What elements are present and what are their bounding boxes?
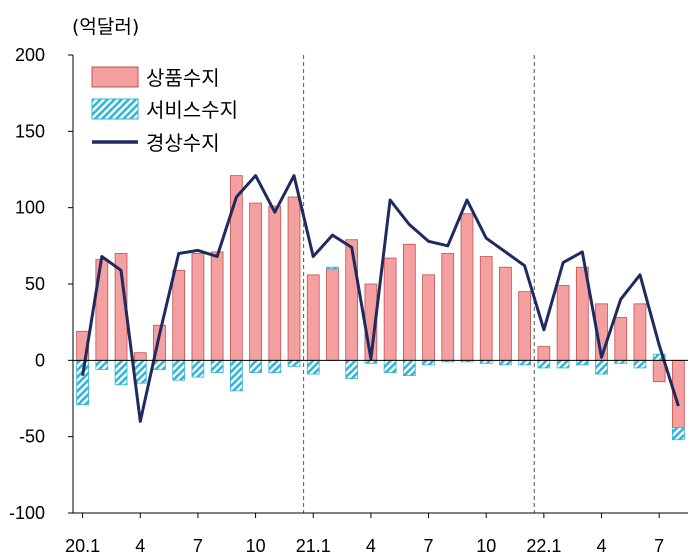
legend-label: 경상수지 — [146, 131, 220, 155]
goods-bar — [268, 205, 282, 361]
services-bar — [114, 359, 128, 386]
goods-bar — [172, 269, 186, 361]
goods-bar — [326, 268, 339, 361]
x-tick-label: 4 — [135, 536, 145, 556]
goods-bar — [537, 346, 551, 361]
goods-bar — [556, 285, 570, 361]
goods-bar — [383, 257, 397, 361]
goods-bar — [133, 352, 147, 361]
services-bar — [345, 359, 359, 380]
services-bar — [306, 359, 320, 375]
services-bar — [518, 359, 531, 366]
goods-bar — [422, 274, 435, 361]
x-tick-label: 10 — [246, 536, 266, 556]
services-bar — [95, 359, 109, 370]
goods-bar — [191, 253, 205, 361]
legend-label: 상품수지 — [146, 66, 220, 90]
goods-bar — [499, 266, 512, 361]
services-bar — [556, 359, 570, 369]
unit-label: (억달러) — [72, 16, 139, 38]
axes: 200 150 100 50 0 -50 -100 20.1 4 7 10 21.1 4 7 10 22.1 4… — [9, 45, 688, 556]
legend-swatch-services — [91, 98, 139, 120]
services-bar — [210, 359, 224, 373]
goods-bar — [633, 303, 647, 361]
x-tick-label: 4 — [597, 536, 607, 556]
year-dividers — [303, 55, 535, 513]
services-bar — [287, 359, 301, 367]
goods-bar — [402, 243, 416, 361]
legend-label: 서비스수지 — [146, 98, 238, 122]
legend-swatch-goods — [91, 66, 139, 88]
y-tick-label: 200 — [15, 45, 45, 65]
y-tick-label: 50 — [25, 274, 45, 294]
services-bar — [153, 359, 166, 370]
current-account-line — [81, 174, 680, 423]
services-bar — [499, 359, 512, 366]
services-bar — [595, 359, 608, 375]
goods-bar — [441, 253, 455, 361]
goods-bar — [345, 239, 359, 361]
x-tick-label: 21.1 — [296, 536, 331, 556]
y-tick-label: 150 — [15, 121, 45, 141]
services-bar — [575, 359, 589, 366]
line-series — [81, 174, 680, 423]
services-bar — [191, 359, 205, 378]
goods-bar — [210, 251, 224, 361]
services-bar — [537, 359, 551, 369]
services-bar — [402, 359, 416, 377]
services-bar — [672, 427, 685, 441]
x-tick-label: 7 — [654, 536, 664, 556]
goods-bar — [249, 202, 262, 361]
x-tick-label: 7 — [193, 536, 203, 556]
goods-bar — [479, 256, 493, 361]
goods-bar — [460, 213, 474, 361]
x-tick-label: 20.1 — [65, 536, 100, 556]
services-bar — [383, 359, 397, 373]
services-bar — [172, 359, 186, 381]
y-tick-label: 100 — [15, 198, 45, 218]
y-tick-label: 0 — [35, 350, 45, 370]
x-tick-label: 7 — [424, 536, 434, 556]
services-bar — [268, 359, 282, 373]
y-tick-label: -100 — [9, 503, 45, 523]
goods-bar — [614, 317, 628, 361]
x-tick-label: 22.1 — [526, 536, 561, 556]
goods-bar — [230, 175, 243, 361]
services-bar — [230, 359, 243, 392]
x-tick-label: 10 — [476, 536, 496, 556]
goods-bar — [518, 291, 531, 361]
bar-series — [76, 175, 685, 441]
services-bar — [422, 359, 435, 366]
goods-bar — [306, 274, 320, 361]
services-bar — [326, 266, 339, 270]
services-bar — [249, 359, 262, 373]
goods-bar — [287, 196, 301, 361]
services-bar — [633, 359, 647, 369]
goods-bar — [652, 359, 666, 383]
y-tick-label: -50 — [19, 427, 45, 447]
x-tick-label: 4 — [366, 536, 376, 556]
